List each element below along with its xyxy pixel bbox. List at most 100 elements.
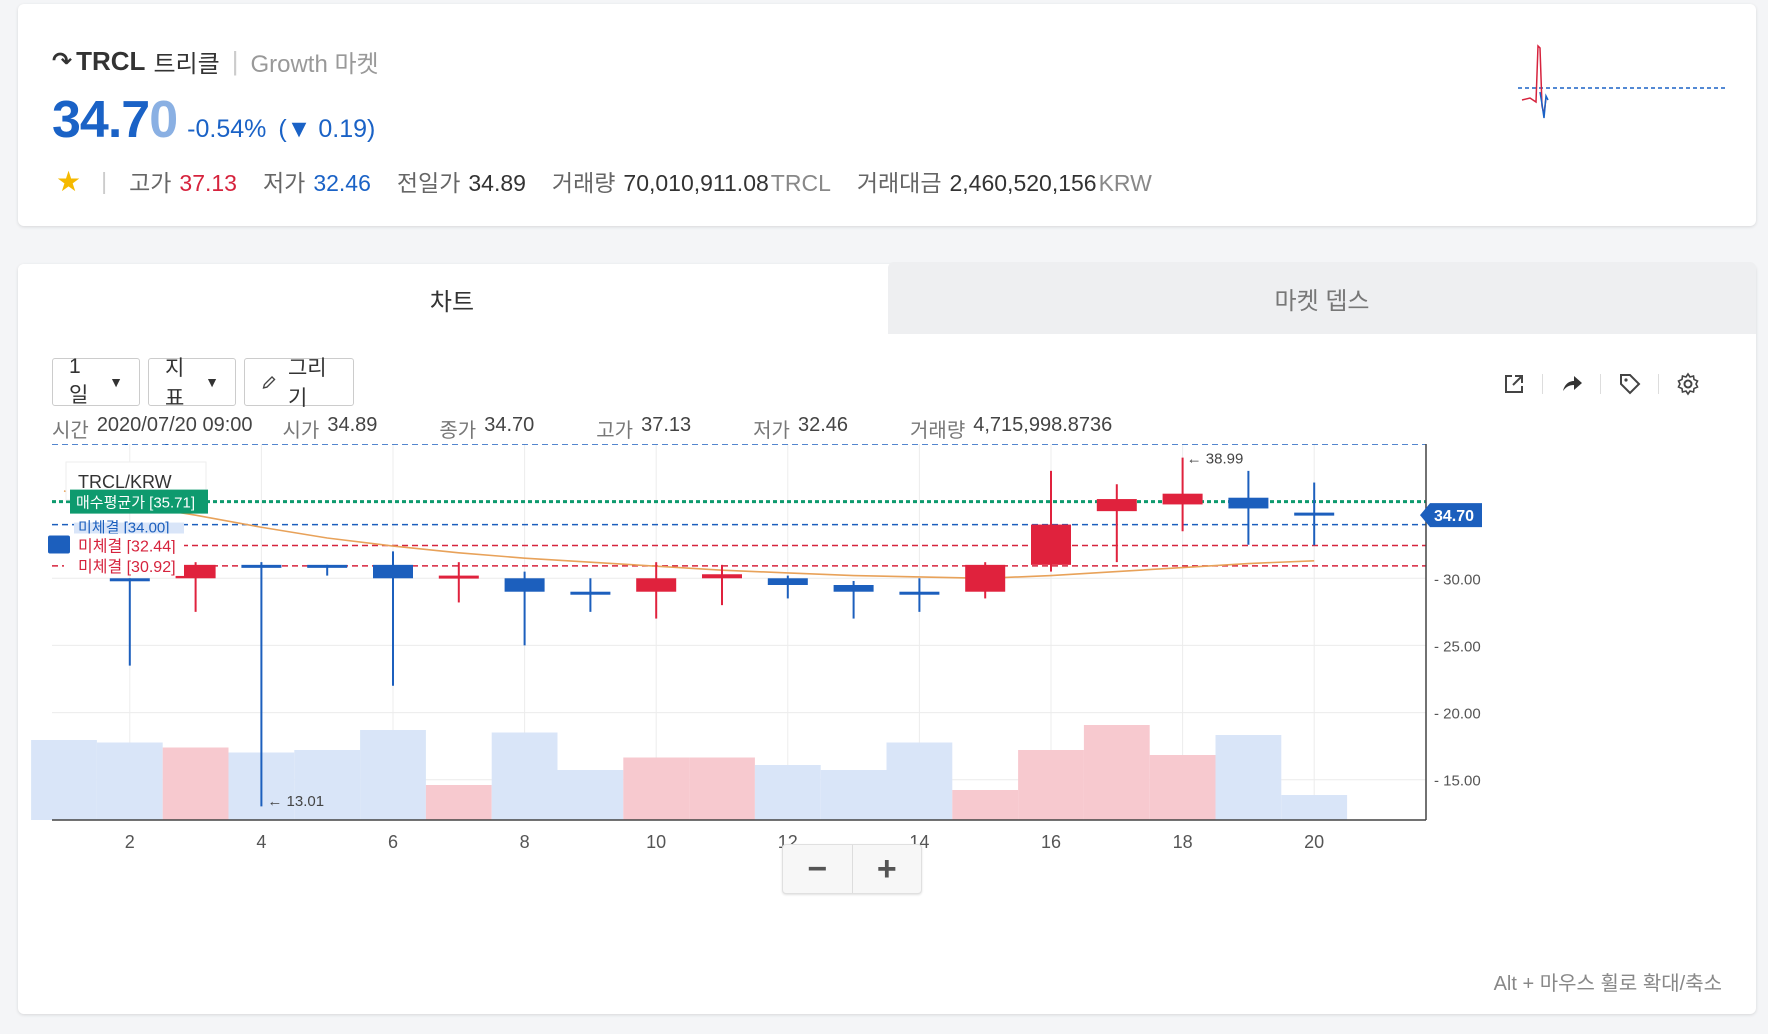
high-stat: 고가 37.13 — [129, 170, 237, 196]
tag-icon[interactable] — [1600, 364, 1650, 404]
time-value: 2020/07/20 09:00 — [96, 414, 253, 436]
trade-amount-stat: 거래대금 2,460,520,156KRW — [856, 170, 1152, 196]
favorite-star-icon[interactable]: ★ — [56, 165, 82, 197]
chart-panel: 차트 마켓 뎁스 1 일 ▼ 지표 ▼ 그리기 시간 2020/07/20 09:00… — [18, 262, 1756, 1014]
tab-chart[interactable]: 차트 — [18, 264, 886, 334]
x-tick-label: 2 — [125, 832, 135, 852]
mini-price-chart — [1518, 44, 1728, 119]
pencil-icon — [262, 375, 276, 389]
volume-bar — [162, 747, 229, 820]
order-label-bg-2 — [64, 553, 184, 576]
indicator-dropdown[interactable]: 지표 ▼ — [148, 357, 236, 410]
min-annotation: ← 13.01 — [267, 793, 324, 810]
y-tick-label: - 15.00 — [1434, 773, 1481, 790]
x-tick-label: 6 — [388, 832, 398, 852]
external-link-icon[interactable] — [1494, 364, 1534, 404]
volume-bar — [425, 785, 492, 820]
stats-row: ★ | 고가 37.13 저가 32.46 전일가 34.89 거래량 70,010,9… — [56, 164, 1178, 198]
caret-down-icon: ▼ — [205, 374, 219, 390]
candle-body — [1162, 493, 1203, 505]
volume-label: 거래량 — [910, 420, 966, 442]
trickle-logo-icon: ↷ — [52, 48, 73, 75]
volume-bar — [689, 757, 755, 820]
low-label: 저가 — [753, 420, 790, 442]
volume-bar — [360, 730, 426, 820]
candle-body — [241, 564, 282, 568]
time-label: 시간 — [52, 420, 89, 442]
current-price: 34.70 — [52, 91, 178, 149]
x-tick-label: 8 — [520, 832, 530, 852]
last-price-tag: 34.70 — [1434, 508, 1474, 525]
candle-body — [636, 578, 677, 592]
interval-dropdown[interactable]: 1 일 ▼ — [52, 355, 140, 407]
volume-bar — [820, 770, 887, 820]
order-label-1: 미체결 [32.44] — [78, 538, 176, 556]
korean-name: 트리클 — [153, 51, 220, 78]
order-label-bg-mid — [74, 522, 184, 535]
order-label-top: 미체결 [40.00] — [78, 444, 169, 446]
divider: | — [231, 46, 239, 76]
low-value: 32.46 — [797, 414, 849, 436]
volume-bar — [557, 770, 624, 820]
x-tick-label: 20 — [1304, 832, 1324, 852]
ticker-header: ↷ TRCL 트리클 | Growth 마켓 34.70 -0.54% (▼ 0… — [18, 4, 1756, 226]
last-price-tag-bg — [1420, 503, 1482, 528]
pair-label: TRCL/KRW — [78, 472, 172, 492]
volume-bar — [31, 740, 97, 820]
settings-gear-icon[interactable] — [1658, 364, 1708, 404]
candle-body — [373, 564, 413, 579]
candle-body — [109, 578, 150, 582]
candle-body — [899, 591, 940, 595]
chart-toolbar: 1 일 ▼ 지표 ▼ 그리기 — [52, 355, 362, 410]
volume-bar — [1018, 750, 1084, 820]
y-tick-label: - 30.00 — [1434, 571, 1481, 588]
high-value: 37.13 — [641, 414, 692, 436]
caret-down-icon: ▼ — [109, 374, 123, 390]
order-handle — [48, 535, 70, 554]
order-label-mid: 미체결 [34.00] — [78, 520, 169, 537]
divider: | — [101, 167, 108, 194]
tab-market-depth[interactable]: 마켓 뎁스 — [888, 262, 1756, 334]
candle-body — [767, 578, 808, 585]
order-label-2: 미체결 [30.92] — [78, 558, 176, 576]
zoom-controls: − + — [782, 844, 922, 894]
zoom-hint: Alt + 마우스 휠로 확대/축소 — [1493, 973, 1722, 995]
candle-body — [1294, 512, 1335, 516]
zoom-out-button[interactable]: − — [807, 849, 828, 888]
x-tick-label: 18 — [1173, 832, 1193, 852]
candle-body — [833, 585, 874, 592]
candle-body — [965, 564, 1006, 592]
open-label: 시가 — [282, 420, 320, 442]
mini-down-line — [1539, 91, 1549, 119]
volume-bar — [96, 742, 163, 820]
share-icon[interactable] — [1542, 364, 1592, 404]
volume-bar — [886, 742, 953, 820]
candle-body — [504, 578, 545, 592]
volume-bar — [952, 790, 1019, 820]
x-tick-label: 16 — [1041, 832, 1061, 852]
low-stat: 저가 32.46 — [262, 170, 371, 196]
zoom-in-button[interactable]: + — [851, 845, 922, 893]
x-tick-label: 10 — [646, 832, 666, 852]
draw-button[interactable]: 그리기 — [244, 357, 354, 410]
volume-bar — [1149, 755, 1216, 820]
candle-body — [702, 574, 742, 579]
candle-body — [1031, 524, 1071, 565]
candle-body — [175, 564, 216, 579]
volume-bar — [754, 765, 821, 820]
x-tick-label: 4 — [256, 832, 266, 852]
candle-body — [307, 564, 348, 568]
open-value: 34.89 — [327, 414, 378, 436]
volume-bar — [1083, 725, 1150, 820]
close-label: 종가 — [439, 420, 477, 442]
high-label: 고가 — [596, 420, 634, 442]
candle-body — [1228, 497, 1269, 509]
avg-label: 매수평균가 [35.71] — [76, 495, 195, 512]
ohlc-info: 시간 2020/07/20 09:00 시가 34.89 종가 34.70 고가 37.… — [52, 414, 1152, 443]
volume-bar — [623, 757, 690, 820]
candlestick-chart[interactable]: - 30.00- 25.00- 20.00- 15.002 4 6 8 10 12 14 16… — [18, 444, 1756, 924]
max-annotation: ← 38.99 — [1187, 451, 1244, 468]
price-row: 34.70 -0.54% (▼ 0.19) — [52, 90, 375, 150]
volume-bar — [491, 732, 558, 820]
title-row: ↷ TRCL 트리클 | Growth 마켓 — [52, 44, 379, 79]
